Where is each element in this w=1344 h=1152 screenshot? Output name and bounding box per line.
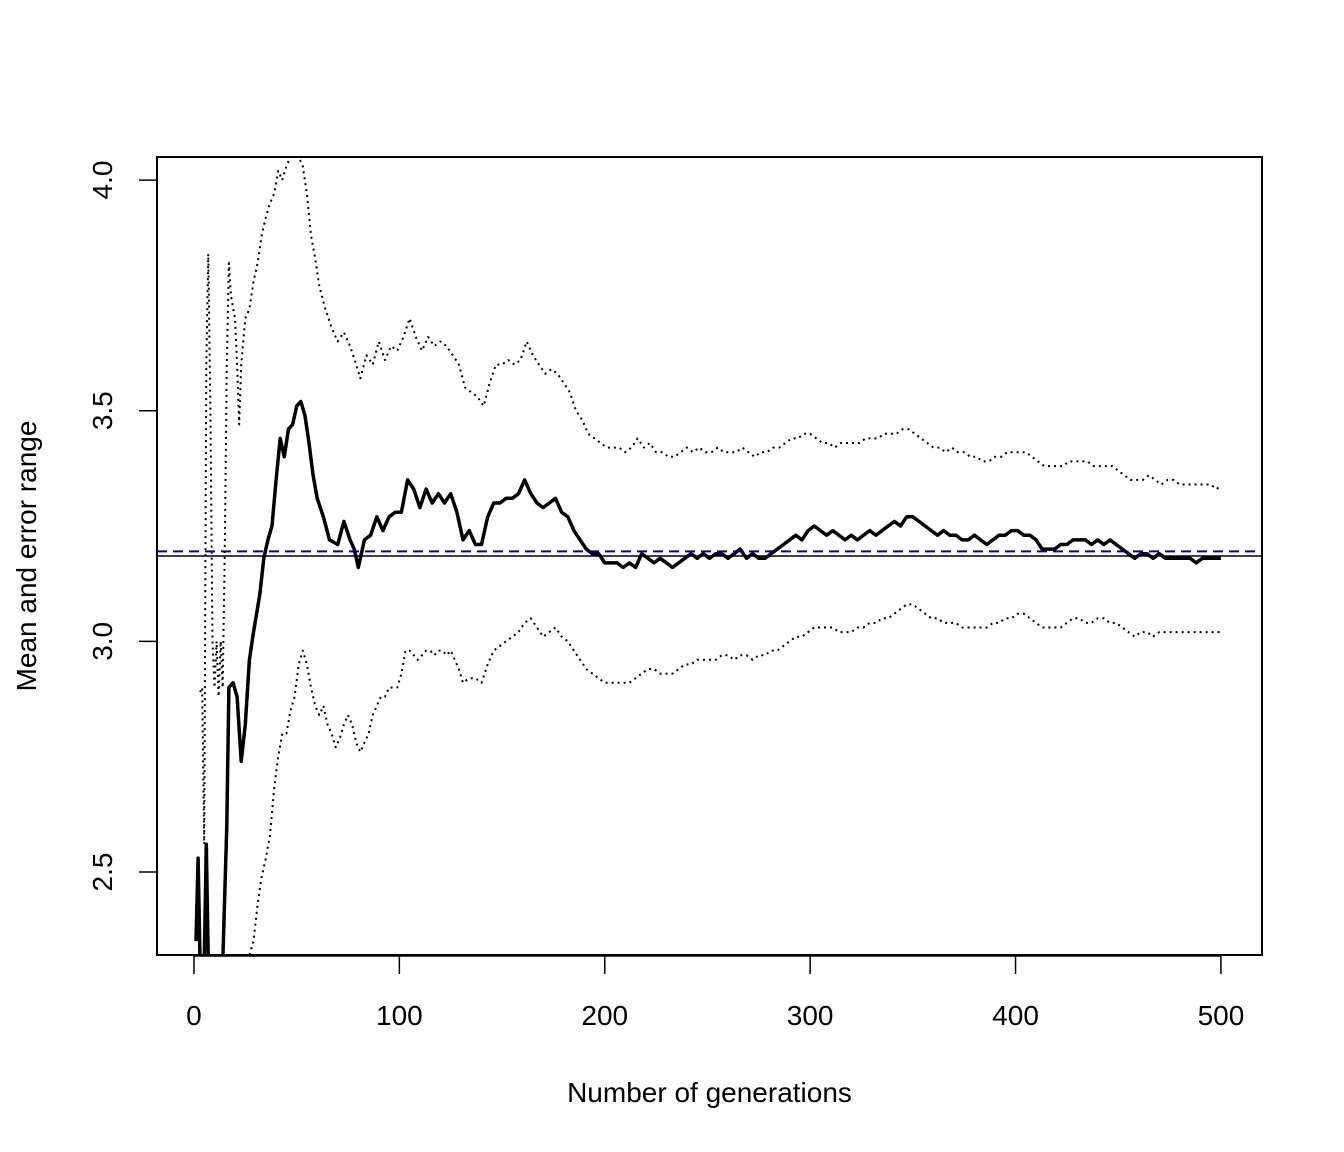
x-axis: 0 100 200 300 400 500: [186, 955, 1245, 1031]
y-tick-label: 4.0: [87, 161, 118, 200]
x-tick-label: 100: [376, 1000, 423, 1031]
x-tick-label: 500: [1198, 1000, 1245, 1031]
x-tick-label: 400: [992, 1000, 1039, 1031]
y-tick-label: 3.0: [87, 622, 118, 661]
y-axis: 2.5 3.0 3.5 4.0: [87, 161, 158, 892]
x-tick-label: 300: [787, 1000, 834, 1031]
y-tick-label: 2.5: [87, 853, 118, 892]
x-axis-label: Number of generations: [567, 1077, 852, 1108]
series-line-mean: [194, 399, 1221, 955]
y-tick-label: 3.5: [87, 391, 118, 430]
series-layer: [194, 157, 1222, 955]
x-tick-label: 200: [581, 1000, 628, 1031]
x-tick-label: 0: [186, 1000, 202, 1031]
series-line-upper-bound: [199, 157, 1222, 846]
y-axis-label: Mean and error range: [11, 421, 42, 692]
series-line-lower-bound: [248, 603, 1221, 955]
reference-lines: [157, 550, 1262, 557]
